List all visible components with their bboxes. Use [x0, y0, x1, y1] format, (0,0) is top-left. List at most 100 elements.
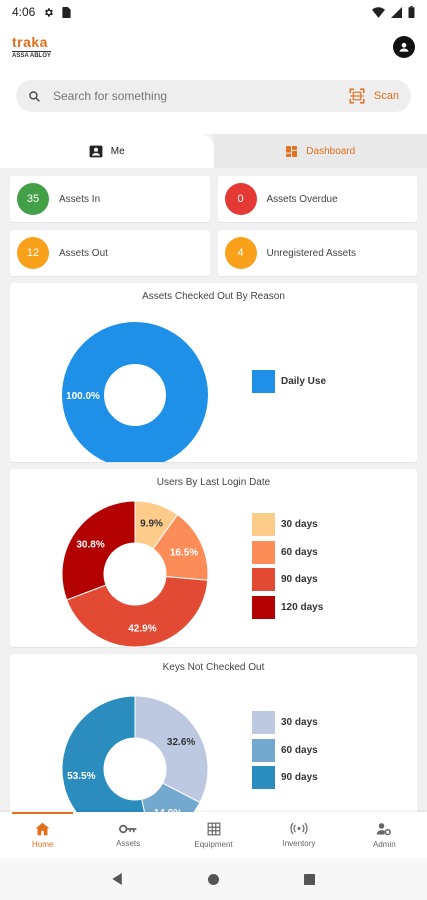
donut-chart: 9.9% 16.5% 42.9% 30.8% [61, 500, 209, 648]
stat-label: Unregistered Assets [266, 247, 357, 259]
legend-swatch [252, 370, 275, 394]
stat-label: Assets In [59, 193, 101, 205]
donut-chart: 100.0% [62, 322, 208, 462]
legend-label: Daily Use [281, 376, 327, 388]
nav-label: Assets [116, 838, 141, 848]
nav-label: Equipment [194, 839, 233, 849]
stat-count-badge: 12 [17, 237, 49, 269]
pie-label: 32.6% [167, 737, 195, 748]
pie-label: 30.8% [76, 539, 104, 550]
legend-label: 120 days [281, 601, 324, 613]
dashboard-content: 35 Assets In 0 Assets Overdue 12 Assets … [0, 168, 427, 812]
legend-item: 60 days [252, 539, 323, 567]
system-navigation-bar [0, 858, 427, 900]
logo-subtext: ASSA ABLOY [12, 51, 51, 59]
legend-item: Daily Use [252, 368, 326, 396]
chart-card-checked-out-by-reason: Assets Checked Out By Reason 100.0% Dail… [10, 283, 417, 462]
search-input[interactable] [53, 89, 348, 103]
signal-icon [391, 6, 402, 18]
tab-dashboard[interactable]: Dashboard [213, 134, 427, 168]
chart-card-users-by-last-login: Users By Last Login Date 9.9% 16.5% 42.9% 3… [10, 469, 417, 648]
legend-label: 30 days [281, 519, 318, 531]
tab-bar: Me Dashboard [0, 134, 427, 168]
pie-label: 9.9% [140, 519, 163, 530]
tab-me[interactable]: Me [0, 134, 214, 168]
recents-icon[interactable] [303, 873, 315, 885]
legend-label: 60 days [281, 546, 318, 558]
pie-label: 100.0% [66, 391, 100, 402]
legend-item: 90 days [252, 764, 318, 792]
stat-count-badge: 0 [224, 183, 257, 215]
back-icon[interactable] [112, 873, 123, 885]
tab-dashboard-label: Dashboard [306, 145, 356, 157]
stat-count-badge: 35 [17, 183, 49, 215]
scan-button[interactable]: Scan [348, 87, 399, 105]
tab-me-label: Me [110, 145, 125, 157]
home-circle-icon[interactable] [207, 873, 219, 885]
chart-legend: 30 days 60 days 90 days [252, 709, 318, 792]
stat-card-assets-out[interactable]: 12 Assets Out [10, 230, 210, 276]
bottom-navigation: Home Assets Equipment Inventory Admin [0, 812, 427, 858]
logo-text: traka [12, 34, 48, 50]
nav-label: Admin [372, 839, 396, 849]
status-time: 4:06 [12, 5, 36, 19]
pie-label: 16.5% [170, 547, 198, 558]
chart-title: Keys Not Checked Out [162, 662, 265, 673]
scan-icon [349, 88, 365, 104]
key-icon [119, 824, 137, 833]
settings-icon [45, 7, 54, 17]
contact-card-icon [89, 145, 103, 157]
pie-slice [141, 782, 201, 812]
pie-slice [61, 500, 136, 601]
stat-label: Assets Out [59, 247, 108, 259]
scan-label: Scan [373, 90, 399, 102]
traka-logo: traka ASSA ABLOY [12, 35, 51, 59]
wifi-icon [372, 6, 385, 18]
account-button[interactable] [393, 36, 415, 58]
legend-item: 60 days [252, 737, 318, 765]
legend-swatch [252, 540, 275, 564]
pie-slice [61, 695, 145, 812]
legend-item: 30 days [252, 511, 323, 539]
legend-swatch [252, 595, 275, 619]
legend-swatch [252, 513, 275, 537]
pie-label: 53.5% [67, 771, 95, 782]
grid-icon [207, 822, 220, 835]
nav-assets[interactable]: Assets [85, 812, 170, 858]
nav-home[interactable]: Home [0, 812, 85, 858]
legend-label: 60 days [281, 744, 318, 756]
nav-equipment[interactable]: Equipment [171, 812, 256, 858]
nav-label: Inventory [282, 839, 316, 848]
app-header: traka ASSA ABLOY [0, 24, 427, 70]
pie-slice [62, 322, 208, 462]
legend-swatch [252, 568, 275, 592]
home-icon [35, 822, 50, 835]
stat-count-badge: 4 [224, 237, 257, 269]
legend-item: 30 days [252, 709, 318, 737]
legend-label: 90 days [281, 574, 318, 586]
pie-slice [134, 695, 209, 804]
stats-grid: 35 Assets In 0 Assets Overdue 12 Assets … [10, 176, 417, 276]
search-icon [29, 90, 40, 102]
search-section: Scan [0, 70, 427, 134]
status-bar: 4:06 [0, 0, 427, 24]
chart-title: Users By Last Login Date [156, 477, 271, 488]
stat-card-unregistered-assets[interactable]: 4 Unregistered Assets [217, 230, 417, 276]
stat-card-assets-overdue[interactable]: 0 Assets Overdue [217, 176, 417, 222]
chart-legend: 30 days 60 days 90 days 120 days [252, 511, 323, 621]
legend-swatch [252, 766, 275, 790]
legend-item: 120 days [252, 594, 323, 622]
stat-card-assets-in[interactable]: 35 Assets In [10, 176, 210, 222]
admin-icon [376, 822, 392, 835]
donut-chart: 32.6% 14.0% 53.5% [61, 695, 209, 812]
nav-admin[interactable]: Admin [342, 812, 427, 858]
legend-swatch [252, 738, 275, 762]
radio-icon [290, 822, 308, 835]
chart-title: Assets Checked Out By Reason [142, 291, 285, 302]
battery-icon [408, 6, 415, 18]
nav-inventory[interactable]: Inventory [256, 812, 341, 858]
legend-label: 90 days [281, 772, 318, 784]
dashboard-icon [286, 145, 298, 157]
chart-legend: Daily Use [252, 368, 326, 396]
search-bar[interactable]: Scan [16, 80, 411, 112]
